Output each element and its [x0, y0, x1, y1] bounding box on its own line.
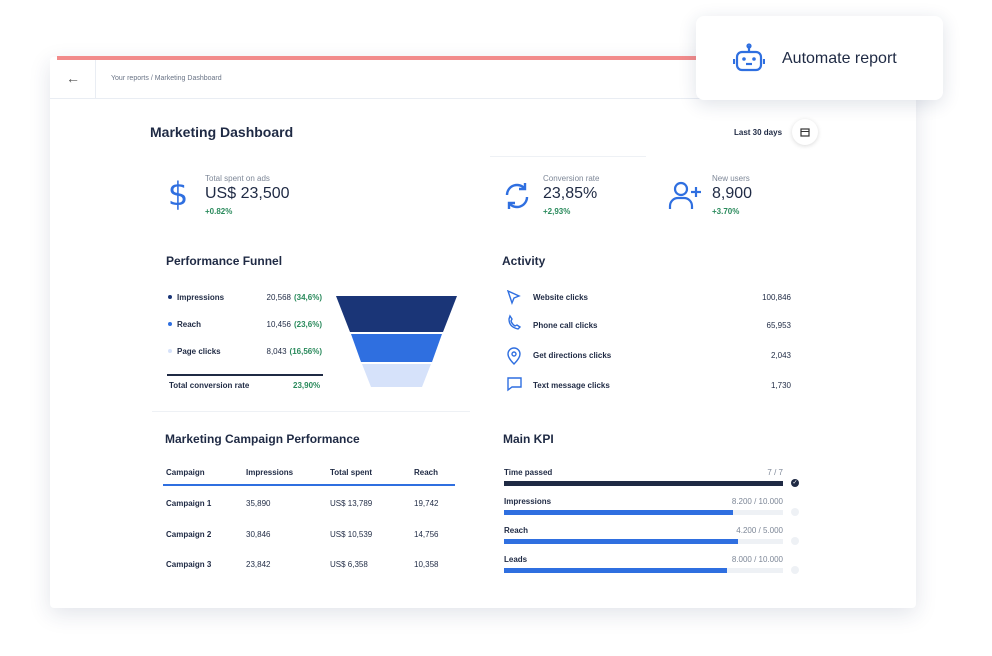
total-value: 23,90%	[293, 381, 321, 390]
header-line	[163, 484, 455, 486]
activity-name: Phone call clicks	[533, 321, 598, 330]
stat-change: +3.70%	[712, 207, 740, 216]
funnel-name: Reach	[177, 320, 202, 329]
divider	[95, 60, 96, 98]
funnel-count: 10,456	[266, 320, 291, 329]
kpi-name: Leads	[504, 555, 528, 564]
kpi-bar	[504, 539, 739, 544]
legend-dot	[168, 349, 172, 353]
kpi-status	[791, 537, 799, 545]
kpi-name: Impressions	[504, 497, 552, 506]
stat-label: Total spent on ads	[205, 174, 270, 183]
table-cell: 30,846	[246, 529, 271, 539]
funnel-shape	[336, 296, 457, 387]
activity-value: 100,846	[762, 293, 791, 302]
table-cell: 23,842	[246, 560, 271, 569]
dollar-icon: $	[168, 179, 188, 211]
kpi-progress-label: 7 / 7	[767, 468, 783, 477]
section-title: Marketing Campaign Performance	[165, 432, 360, 446]
kpi-progress-label: 4.200 / 5.000	[736, 526, 783, 535]
kpi-track	[504, 510, 783, 515]
total-label: Total conversion rate	[169, 381, 250, 390]
svg-text:$: $	[168, 179, 188, 211]
stat-change: +0.82%	[205, 207, 233, 216]
stat-change: +2,93%	[543, 207, 571, 216]
funnel-percent: (23,6%)	[293, 320, 322, 329]
kpi-track	[504, 568, 783, 573]
refresh-icon	[505, 183, 529, 209]
divider	[490, 156, 646, 157]
activity-value: 1,730	[770, 381, 791, 390]
kpi-status	[791, 566, 799, 574]
kpi-status	[791, 508, 799, 516]
table-cell: Campaign 3	[166, 560, 212, 569]
kpi-name: Time passed	[504, 468, 553, 477]
activity-name: Get directions clicks	[533, 351, 612, 360]
kpi-name: Reach	[504, 526, 529, 535]
robot-icon	[733, 43, 765, 72]
stat-value: US$ 23,500	[205, 185, 290, 202]
funnel-percent: (16,56%)	[289, 347, 322, 356]
automate-label: Automate report	[782, 50, 897, 67]
table-cell: US$ 13,789	[330, 499, 373, 508]
kpi-bar	[504, 510, 733, 515]
kpi-track	[504, 539, 783, 544]
header-bar: ← Your reports / Marketing Dashboard	[50, 60, 916, 99]
funnel-value: 10,456 (23,6%)	[267, 320, 322, 329]
activity-icons	[506, 290, 522, 392]
column-header: Impressions	[246, 468, 294, 477]
table-cell: 35,890	[246, 499, 271, 508]
accent-line	[57, 56, 702, 60]
back-button[interactable]: ←	[66, 70, 80, 86]
date-range[interactable]: Last 30 days	[734, 128, 783, 137]
table-cell: 14,756	[414, 529, 439, 539]
table-cell: 10,358	[414, 560, 439, 569]
activity-value: 65,953	[766, 321, 791, 330]
kpi-progress-label: 8.200 / 10.000	[731, 497, 783, 506]
automate-popup[interactable]: Automate report	[696, 16, 943, 100]
kpi-status: ✓	[791, 479, 799, 487]
total-line	[167, 374, 323, 376]
section-title: Activity	[502, 254, 546, 268]
table-cell: 19,742	[414, 499, 439, 508]
legend-dot	[168, 295, 172, 299]
activity-value: 2,043	[770, 351, 791, 360]
activity-name: Text message clicks	[533, 381, 610, 390]
kpi-bar	[504, 481, 783, 486]
funnel-percent: (34,6%)	[293, 293, 322, 302]
funnel-name: Page clicks	[177, 347, 221, 356]
funnel-count: 8,043	[266, 347, 287, 356]
breadcrumb[interactable]: Your reports / Marketing Dashboard	[111, 75, 222, 82]
column-header: Reach	[414, 468, 439, 477]
table-cell: Campaign 1	[166, 499, 212, 508]
table-cell: US$ 10,539	[330, 529, 373, 539]
stat-label: New users	[712, 174, 750, 183]
calendar-button[interactable]	[792, 119, 818, 145]
funnel-value: 20,568 (34,6%)	[267, 293, 322, 302]
divider	[152, 411, 470, 412]
kpi-track	[504, 481, 783, 486]
add-user-icon	[668, 181, 701, 209]
funnel-name: Impressions	[177, 293, 225, 302]
section-title: Performance Funnel	[166, 254, 283, 268]
stat-label: Conversion rate	[543, 174, 600, 183]
section-title: Main KPI	[503, 432, 554, 446]
funnel-count: 20,568	[266, 293, 291, 302]
table-cell: US$ 6,358	[330, 560, 368, 569]
stat-value: 8,900	[712, 185, 753, 202]
activity-name: Website clicks	[533, 293, 588, 302]
stat-value: 23,85%	[543, 185, 598, 202]
kpi-progress-label: 8.000 / 10.000	[731, 555, 783, 564]
kpi-bar	[504, 568, 728, 573]
table-cell: Campaign 2	[166, 529, 212, 539]
legend-dot	[168, 322, 172, 326]
page-title: Marketing Dashboard	[150, 124, 294, 140]
dashboard-card	[50, 57, 916, 608]
calendar-icon	[800, 128, 810, 137]
column-header: Campaign	[166, 468, 205, 477]
column-header: Total spent	[330, 468, 373, 477]
funnel-value: 8,043 (16,56%)	[267, 347, 323, 356]
